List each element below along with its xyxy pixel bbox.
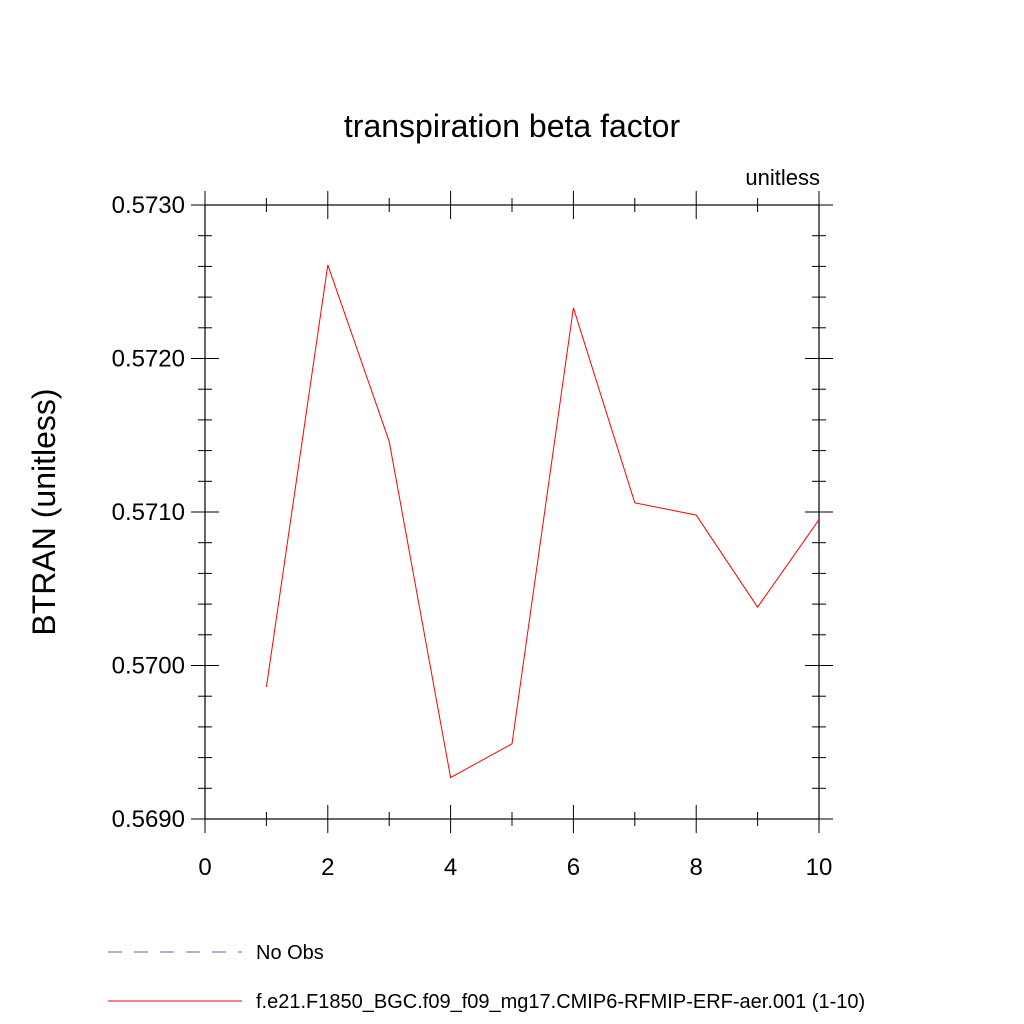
x-axis-tick-labels: 0 2 4 6 8 10 xyxy=(198,854,832,881)
x-tick-label: 10 xyxy=(806,854,833,881)
y-tick-label: 0.5710 xyxy=(112,499,185,526)
x-tick-label: 2 xyxy=(321,854,334,881)
series-line xyxy=(265,264,820,779)
legend-label: No Obs xyxy=(256,942,324,964)
series-group xyxy=(265,264,820,779)
x-axis-ticks xyxy=(204,191,820,833)
y-axis-tick-labels: 0.5690 0.5700 0.5710 0.5720 0.5730 xyxy=(112,192,185,833)
y-axis-label: BTRAN (unitless) xyxy=(26,388,62,635)
legend: No Obs f.e21.F1850_BGC.f09_f09_mg17.CMIP6… xyxy=(108,942,865,1013)
y-axis-ticks xyxy=(191,204,833,820)
y-tick-label: 0.5690 xyxy=(112,806,185,833)
plot-frame xyxy=(204,204,820,820)
legend-label: f.e21.F1850_BGC.f09_f09_mg17.CMIP6-RFMIP… xyxy=(256,991,865,1013)
x-tick-label: 6 xyxy=(567,854,580,881)
y-tick-label: 0.5730 xyxy=(112,192,185,219)
x-tick-label: 0 xyxy=(198,854,211,881)
x-tick-label: 8 xyxy=(690,854,703,881)
chart-title: transpiration beta factor xyxy=(344,108,681,144)
y-tick-label: 0.5700 xyxy=(112,653,185,680)
x-tick-label: 4 xyxy=(444,854,457,881)
y-tick-label: 0.5720 xyxy=(112,346,185,373)
units-label: unitless xyxy=(745,165,820,190)
